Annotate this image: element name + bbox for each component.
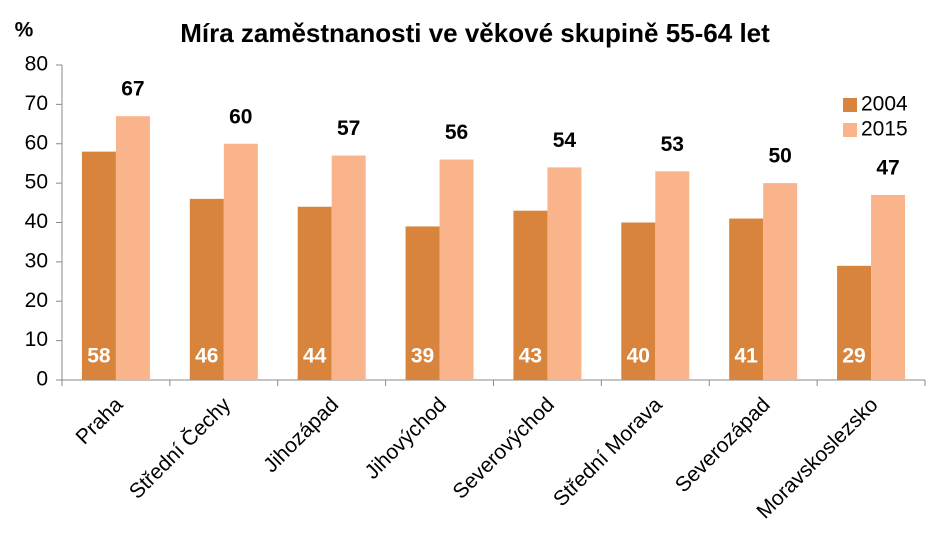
x-tick-label: Severozápad <box>671 393 775 497</box>
bar <box>439 159 474 380</box>
data-label: 60 <box>229 105 252 128</box>
data-label: 67 <box>121 78 144 101</box>
bar <box>763 183 798 380</box>
data-label: 41 <box>735 345 759 368</box>
x-tick-label: Severovýchod <box>449 393 559 503</box>
y-tick-label: 50 <box>25 171 48 194</box>
bar <box>547 167 582 380</box>
x-tick-label: Střední Čechy <box>125 393 236 504</box>
y-tick-label: 30 <box>25 249 48 272</box>
data-label: 47 <box>876 156 899 179</box>
x-tick-label: Jihovýchod <box>360 393 451 484</box>
bar <box>81 151 116 380</box>
data-label: 53 <box>661 133 684 156</box>
bar <box>405 226 440 380</box>
data-label: 56 <box>445 121 468 144</box>
bar <box>189 198 224 380</box>
bar <box>297 206 332 380</box>
data-label: 58 <box>87 345 111 368</box>
bar <box>331 155 366 380</box>
legend-label: 2004 <box>861 93 908 116</box>
bar <box>729 218 764 380</box>
bar <box>513 210 548 380</box>
x-tick-label: Jihozápad <box>259 393 343 477</box>
legend-swatch <box>843 98 857 112</box>
legend-swatch <box>843 123 857 137</box>
y-tick-label: 80 <box>25 53 48 76</box>
data-label: 43 <box>519 345 542 368</box>
data-label: 39 <box>411 345 434 368</box>
data-label: 57 <box>337 117 360 140</box>
legend-label: 2015 <box>861 118 908 141</box>
data-label: 50 <box>769 145 792 168</box>
y-axis-label: % <box>15 19 34 42</box>
y-tick-label: 10 <box>25 328 48 351</box>
x-tick-label: Moravskoslezsko <box>752 393 882 523</box>
y-tick-label: 0 <box>36 368 48 391</box>
bar <box>871 194 906 380</box>
bar <box>655 171 690 380</box>
bar <box>115 116 150 380</box>
data-label: 44 <box>303 345 327 368</box>
x-tick-label: Střední Morava <box>549 393 667 511</box>
bar <box>621 222 656 380</box>
x-tick-label: Praha <box>72 393 128 449</box>
y-tick-label: 60 <box>25 131 48 154</box>
y-tick-label: 70 <box>25 92 48 115</box>
data-label: 29 <box>842 345 865 368</box>
data-label: 54 <box>553 129 577 152</box>
data-label: 46 <box>195 345 218 368</box>
y-tick-label: 20 <box>25 289 48 312</box>
bar <box>837 265 872 380</box>
data-label: 40 <box>627 345 650 368</box>
chart-title: Míra zaměstnanosti ve věkové skupině 55-… <box>180 18 770 48</box>
bar <box>223 143 258 380</box>
y-tick-label: 40 <box>25 210 48 233</box>
